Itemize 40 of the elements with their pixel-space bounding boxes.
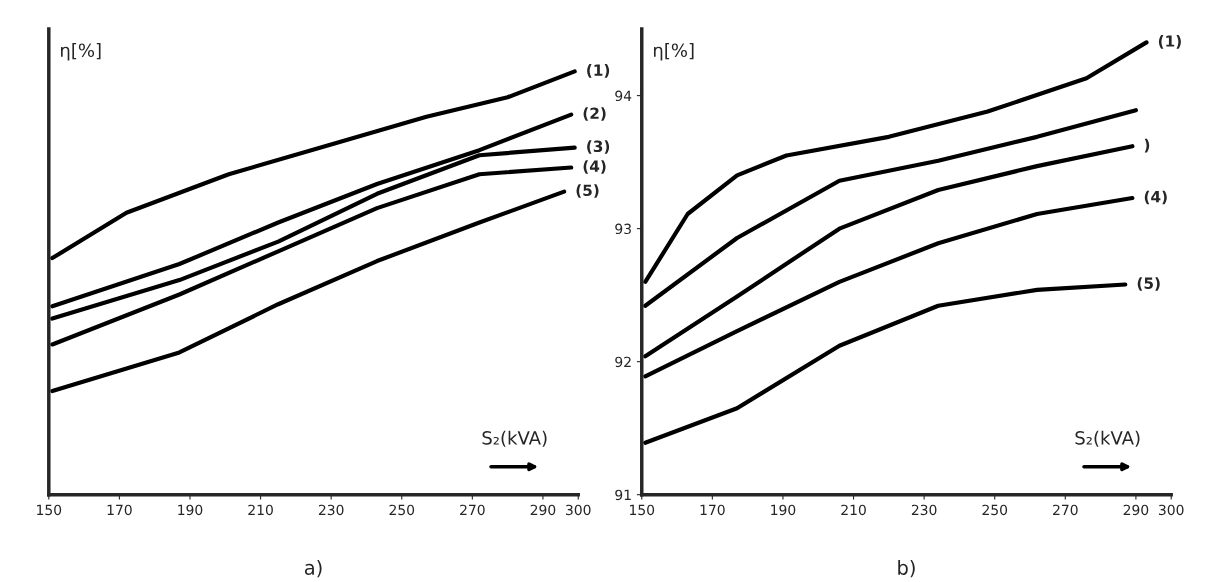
y-axis-title: η[%] xyxy=(61,43,101,61)
annotation: S₂(kVA) xyxy=(1075,430,1140,447)
x-tick-label: 270 xyxy=(460,504,485,516)
x-tick-label: 230 xyxy=(318,504,344,516)
series-label: (4) xyxy=(583,160,606,174)
x-tick-label: 170 xyxy=(700,504,725,516)
x-tick-label: 190 xyxy=(771,504,796,516)
line-series xyxy=(643,108,1138,308)
y-tick-label: 93 xyxy=(615,223,631,235)
x-tick-label: 290 xyxy=(1123,504,1149,516)
series-label: (5) xyxy=(576,184,599,198)
x-tick-label: 290 xyxy=(530,504,556,516)
x-tick-label: 250 xyxy=(389,504,415,516)
series-label: (1) xyxy=(1158,35,1181,49)
y-tick-label: 94 xyxy=(615,90,632,102)
annotation: S₂(kVA) xyxy=(482,430,547,447)
x-tick-label: 210 xyxy=(248,504,273,516)
x-tick-label: 170 xyxy=(107,504,132,516)
x-tick-label: 270 xyxy=(1053,504,1078,516)
x-tick-label: 300 xyxy=(566,504,591,516)
x-tick-label: 300 xyxy=(1159,504,1184,516)
x-tick-label: 250 xyxy=(982,504,1008,516)
x-tick-label: 230 xyxy=(911,504,937,516)
y-tick-label: 92 xyxy=(615,356,631,368)
x-tick-label: 150 xyxy=(630,504,655,516)
y-axis-title: η[%] xyxy=(653,43,694,61)
series-label: (2) xyxy=(583,107,606,121)
text: b) xyxy=(898,559,915,578)
line-series xyxy=(643,195,1135,379)
series-label: (5) xyxy=(1137,277,1160,291)
y-tick-label: 91 xyxy=(615,489,631,501)
x-tick-label: 210 xyxy=(841,504,866,516)
x-tick-label: 150 xyxy=(37,504,62,516)
line-series xyxy=(643,144,1135,359)
text: a) xyxy=(304,559,322,578)
series-label: (4) xyxy=(1144,190,1167,205)
series-label: (1) xyxy=(587,64,610,78)
series-label: ) xyxy=(1144,138,1150,153)
series-label: (3) xyxy=(587,140,610,154)
x-tick-label: 190 xyxy=(178,504,203,516)
